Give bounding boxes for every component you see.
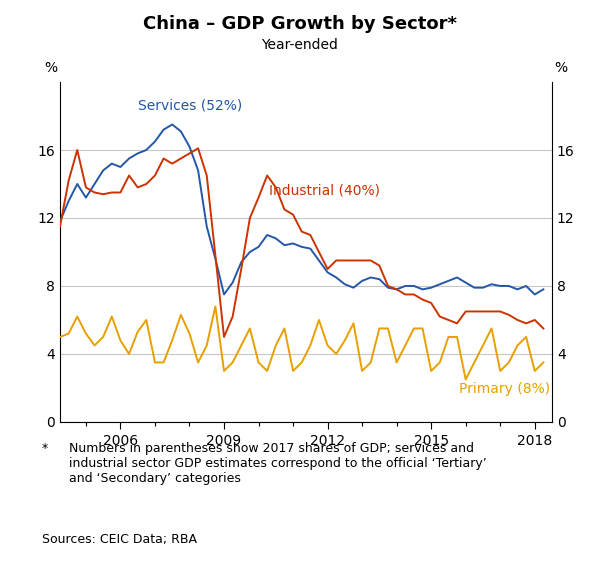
Text: Sources: CEIC Data; RBA: Sources: CEIC Data; RBA: [42, 533, 197, 546]
Text: Industrial (40%): Industrial (40%): [269, 183, 380, 197]
Text: %: %: [44, 62, 58, 75]
Text: Numbers in parentheses show 2017 shares of GDP; services and
industrial sector G: Numbers in parentheses show 2017 shares …: [69, 442, 487, 485]
Text: Primary (8%): Primary (8%): [459, 383, 550, 396]
Text: China – GDP Growth by Sector*: China – GDP Growth by Sector*: [143, 15, 457, 33]
Text: Services (52%): Services (52%): [137, 98, 242, 113]
Text: *: *: [42, 442, 48, 455]
Text: %: %: [554, 62, 568, 75]
Text: Year-ended: Year-ended: [262, 38, 338, 52]
